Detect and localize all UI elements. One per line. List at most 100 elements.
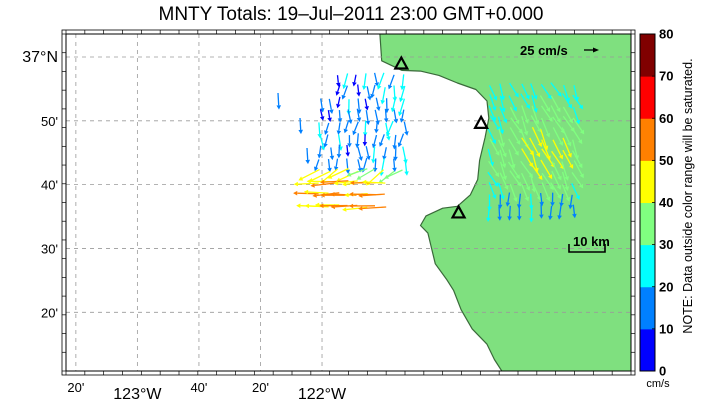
colorbar-tick-label: 40 [659, 195, 673, 210]
current-vector [348, 203, 376, 209]
current-vector [561, 171, 569, 191]
current-vector [499, 161, 507, 181]
current-vector [319, 109, 325, 121]
current-vector [499, 106, 508, 124]
current-vector [486, 205, 491, 222]
current-vector [507, 161, 520, 180]
current-vector [530, 115, 542, 133]
radar-site-marker [393, 55, 410, 70]
current-vector [337, 110, 343, 123]
current-vector [572, 204, 577, 219]
current-vector [540, 117, 550, 138]
current-vector [358, 206, 387, 211]
current-vector [531, 105, 540, 125]
current-vector [559, 193, 564, 207]
current-vector [375, 97, 381, 112]
current-vector [399, 85, 406, 103]
y-tick-label: 50' [41, 114, 58, 129]
current-vector [539, 204, 544, 219]
current-vector [550, 192, 555, 207]
current-vector [571, 183, 580, 200]
current-vector [521, 172, 530, 191]
current-vector [561, 161, 569, 181]
current-vector [572, 106, 581, 125]
current-vector [343, 120, 350, 134]
current-vector [365, 110, 371, 125]
current-vector [312, 192, 340, 198]
current-vector [388, 74, 395, 90]
current-vector [562, 137, 572, 158]
current-vector [509, 82, 519, 98]
current-vector [548, 205, 553, 221]
current-vector [386, 120, 394, 137]
current-vector [507, 205, 512, 221]
x-tick-label: 20' [252, 380, 269, 395]
y-tick-label: 40' [41, 178, 58, 193]
current-vector [336, 96, 341, 109]
colorbar-tick-label: 50 [659, 153, 673, 168]
current-vector [320, 179, 349, 185]
current-vector [356, 84, 361, 97]
current-vector [508, 149, 516, 169]
current-vector [521, 83, 530, 100]
current-vector [356, 168, 375, 180]
colorbar-segment [640, 244, 655, 288]
current-vector [393, 109, 399, 124]
current-vector [550, 105, 561, 123]
current-vector [336, 75, 341, 87]
current-vector [521, 105, 529, 124]
colorbar-segment [640, 202, 655, 246]
current-vector [505, 192, 511, 207]
current-vector [550, 82, 562, 97]
current-vector [571, 150, 583, 169]
y-tick-label: 20' [41, 305, 58, 320]
current-vector [365, 146, 371, 161]
x-tick-label: 123°W [113, 386, 162, 403]
current-vector [551, 170, 561, 190]
colorbar-segment [640, 286, 655, 330]
current-vector [531, 126, 542, 148]
current-vector [362, 134, 368, 147]
current-vector [562, 93, 573, 109]
current-vector [342, 73, 349, 90]
current-vector [520, 183, 529, 202]
current-vector [293, 181, 319, 187]
current-vector [352, 121, 359, 136]
current-vector [336, 122, 342, 135]
colorbar-tick-label: 30 [659, 237, 673, 252]
current-vector [572, 94, 584, 110]
current-vector [517, 205, 522, 221]
current-vector [327, 110, 332, 122]
y-tick-label: 30' [41, 241, 58, 256]
current-vector [333, 180, 358, 186]
current-vector [403, 121, 409, 136]
colorbar-tick-label: 80 [659, 27, 673, 42]
current-vector [508, 138, 519, 156]
current-vector [319, 98, 325, 113]
current-vector [341, 85, 349, 100]
current-vector [509, 170, 522, 187]
current-vector [497, 116, 505, 135]
current-vector [562, 106, 573, 124]
current-vector [345, 144, 350, 157]
current-vector [529, 137, 541, 158]
current-vector [319, 203, 348, 209]
current-vector [393, 146, 398, 162]
current-vector [571, 127, 583, 145]
current-vector [551, 161, 562, 181]
current-vector [498, 182, 505, 200]
current-vector [355, 133, 360, 149]
scale-arrow-head [593, 47, 599, 53]
current-vector [392, 134, 397, 150]
current-vector [571, 172, 584, 189]
current-vector [561, 183, 570, 202]
current-vector [317, 145, 322, 159]
current-vector [488, 160, 500, 178]
current-vector [358, 193, 385, 198]
current-vector [298, 169, 320, 181]
current-vector [398, 98, 406, 117]
current-vector [487, 127, 496, 145]
scale-arrow-label: 25 cm/s [520, 43, 568, 58]
current-vector [327, 167, 349, 179]
